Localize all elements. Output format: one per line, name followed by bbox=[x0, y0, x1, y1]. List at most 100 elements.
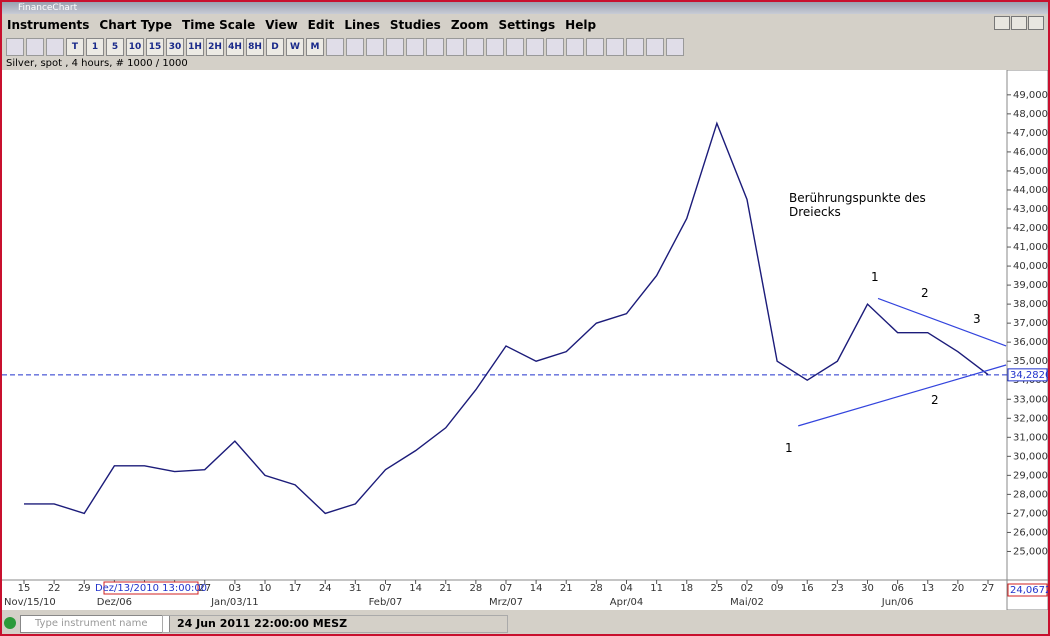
tool-icon[interactable] bbox=[326, 38, 344, 56]
tool-icon[interactable] bbox=[386, 38, 404, 56]
timeframe-button[interactable]: W bbox=[286, 38, 304, 56]
menu-item[interactable]: Chart Type bbox=[99, 18, 173, 32]
menu-item[interactable]: Settings bbox=[498, 18, 556, 32]
timeframe-button[interactable]: 1H bbox=[186, 38, 204, 56]
month-label: Nov/15/10 bbox=[4, 597, 56, 608]
x-tick-label: 13 bbox=[921, 583, 934, 594]
menu-item[interactable]: Lines bbox=[344, 18, 380, 32]
trendline bbox=[877, 297, 1007, 347]
tool-icon[interactable] bbox=[6, 38, 24, 56]
tool-icon[interactable] bbox=[486, 38, 504, 56]
y-axis-panel bbox=[1006, 70, 1048, 610]
tool-icon[interactable] bbox=[346, 38, 364, 56]
timeframe-button[interactable]: 15 bbox=[146, 38, 164, 56]
menu-item[interactable]: Studies bbox=[389, 18, 441, 32]
tool-icon[interactable] bbox=[446, 38, 464, 56]
y-tick-label: 43,0000 bbox=[1013, 204, 1048, 215]
window-buttons bbox=[994, 16, 1044, 30]
month-label: Mrz/07 bbox=[489, 597, 523, 608]
timeframe-button[interactable]: 2H bbox=[206, 38, 224, 56]
cursor-date-box bbox=[103, 581, 199, 595]
x-tick-label: 30 bbox=[861, 583, 874, 594]
tool-icon[interactable] bbox=[46, 38, 64, 56]
timeframe-button[interactable]: T bbox=[66, 38, 84, 56]
x-tick-label: 14 bbox=[530, 583, 543, 594]
toolbar: T 1 5 10 15 30 1H 2H 4H 8H D W M bbox=[6, 38, 684, 56]
minimize[interactable] bbox=[994, 16, 1010, 30]
cursor-date: Dez/13/2010 13:00:00 bbox=[95, 583, 207, 594]
timeframe-button[interactable]: D bbox=[266, 38, 284, 56]
x-tick-label: 23 bbox=[831, 583, 844, 594]
instrument-input[interactable]: Type instrument name bbox=[20, 615, 170, 633]
tool-icon[interactable] bbox=[406, 38, 424, 56]
close[interactable] bbox=[1028, 16, 1044, 30]
y-tick-label: 30,0000 bbox=[1013, 451, 1048, 462]
chart: 25,0000 26,0000 27,0000 28,0000 29,0000 30,00… bbox=[2, 70, 1048, 610]
tool-icon[interactable] bbox=[566, 38, 584, 56]
month-label: Dez/06 bbox=[97, 597, 132, 608]
tool-icon[interactable] bbox=[646, 38, 664, 56]
timeframe-button[interactable]: 8H bbox=[246, 38, 264, 56]
price-label: 34,2820 bbox=[1010, 370, 1048, 381]
menu-item[interactable]: Zoom bbox=[450, 18, 489, 32]
annotation: 2 bbox=[931, 393, 939, 407]
tool-icon[interactable] bbox=[526, 38, 544, 56]
x-tick-label: 28 bbox=[590, 583, 603, 594]
timeframe-button[interactable]: M bbox=[306, 38, 324, 56]
title-bar: FinanceChart bbox=[2, 2, 1048, 14]
x-tick-label: 14 bbox=[409, 583, 422, 594]
y-tick-label: 28,0000 bbox=[1013, 489, 1048, 500]
status-time: 24 Jun 2011 22:00:00 MESZ bbox=[162, 615, 508, 633]
menu-item[interactable]: Instruments bbox=[7, 18, 90, 32]
tool-icon[interactable] bbox=[546, 38, 564, 56]
menu-item[interactable]: Help bbox=[565, 18, 597, 32]
y-tick-label: 47,0000 bbox=[1013, 128, 1048, 139]
menu-item[interactable]: Edit bbox=[307, 18, 335, 32]
status-bar: Type instrument name 24 Jun 2011 22:00:0… bbox=[2, 612, 1048, 634]
x-tick-label: 04 bbox=[620, 583, 633, 594]
y-tick-label: 35,0000 bbox=[1013, 356, 1048, 367]
y-tick-label: 36,0000 bbox=[1013, 337, 1048, 348]
month-label: Feb/07 bbox=[369, 597, 403, 608]
y-tick-label: 49,0000 bbox=[1013, 90, 1048, 101]
timeframe-button[interactable]: 30 bbox=[166, 38, 184, 56]
x-tick-label: 21 bbox=[439, 583, 452, 594]
x-tick-label: 11 bbox=[650, 583, 663, 594]
y-tick-label: 46,0000 bbox=[1013, 147, 1048, 158]
tool-icon[interactable] bbox=[666, 38, 684, 56]
x-tick-label: 15 bbox=[18, 583, 31, 594]
tool-icon[interactable] bbox=[466, 38, 484, 56]
y-tick-label: 38,0000 bbox=[1013, 299, 1048, 310]
x-tick-label: 02 bbox=[741, 583, 754, 594]
annotation: Berührungspunkte des Dreiecks bbox=[789, 191, 926, 219]
tool-icon[interactable] bbox=[426, 38, 444, 56]
y-tick-label: 44,0000 bbox=[1013, 185, 1048, 196]
y-tick-label: 48,0000 bbox=[1013, 109, 1048, 120]
x-tick-label: 16 bbox=[801, 583, 814, 594]
tool-icon[interactable] bbox=[506, 38, 524, 56]
maximize[interactable] bbox=[1011, 16, 1027, 30]
tool-icon[interactable] bbox=[606, 38, 624, 56]
timeframe-button[interactable]: 1 bbox=[86, 38, 104, 56]
tool-icon[interactable] bbox=[26, 38, 44, 56]
price-line-series bbox=[24, 121, 989, 515]
menu-item[interactable]: View bbox=[265, 18, 298, 32]
x-tick-label: 29 bbox=[78, 583, 91, 594]
x-tick-label: 27 bbox=[982, 583, 995, 594]
tool-icon[interactable] bbox=[366, 38, 384, 56]
x-tick-label: 17 bbox=[289, 583, 302, 594]
menu-bar: Instruments Chart Type Time Scale View Edit L… bbox=[2, 16, 601, 36]
y-tick-label: 37,0000 bbox=[1013, 318, 1048, 329]
price-label-box bbox=[1007, 368, 1048, 382]
tool-icon[interactable] bbox=[626, 38, 644, 56]
y-tick-label: 29,0000 bbox=[1013, 470, 1048, 481]
timeframe-button[interactable]: 5 bbox=[106, 38, 124, 56]
annotation: 1 bbox=[785, 441, 793, 455]
x-tick-label: 31 bbox=[349, 583, 362, 594]
month-label: Jun/06 bbox=[881, 597, 914, 608]
menu-item[interactable]: Time Scale bbox=[182, 18, 256, 32]
x-tick-label: 03 bbox=[229, 583, 242, 594]
timeframe-button[interactable]: 4H bbox=[226, 38, 244, 56]
timeframe-button[interactable]: 10 bbox=[126, 38, 144, 56]
tool-icon[interactable] bbox=[586, 38, 604, 56]
